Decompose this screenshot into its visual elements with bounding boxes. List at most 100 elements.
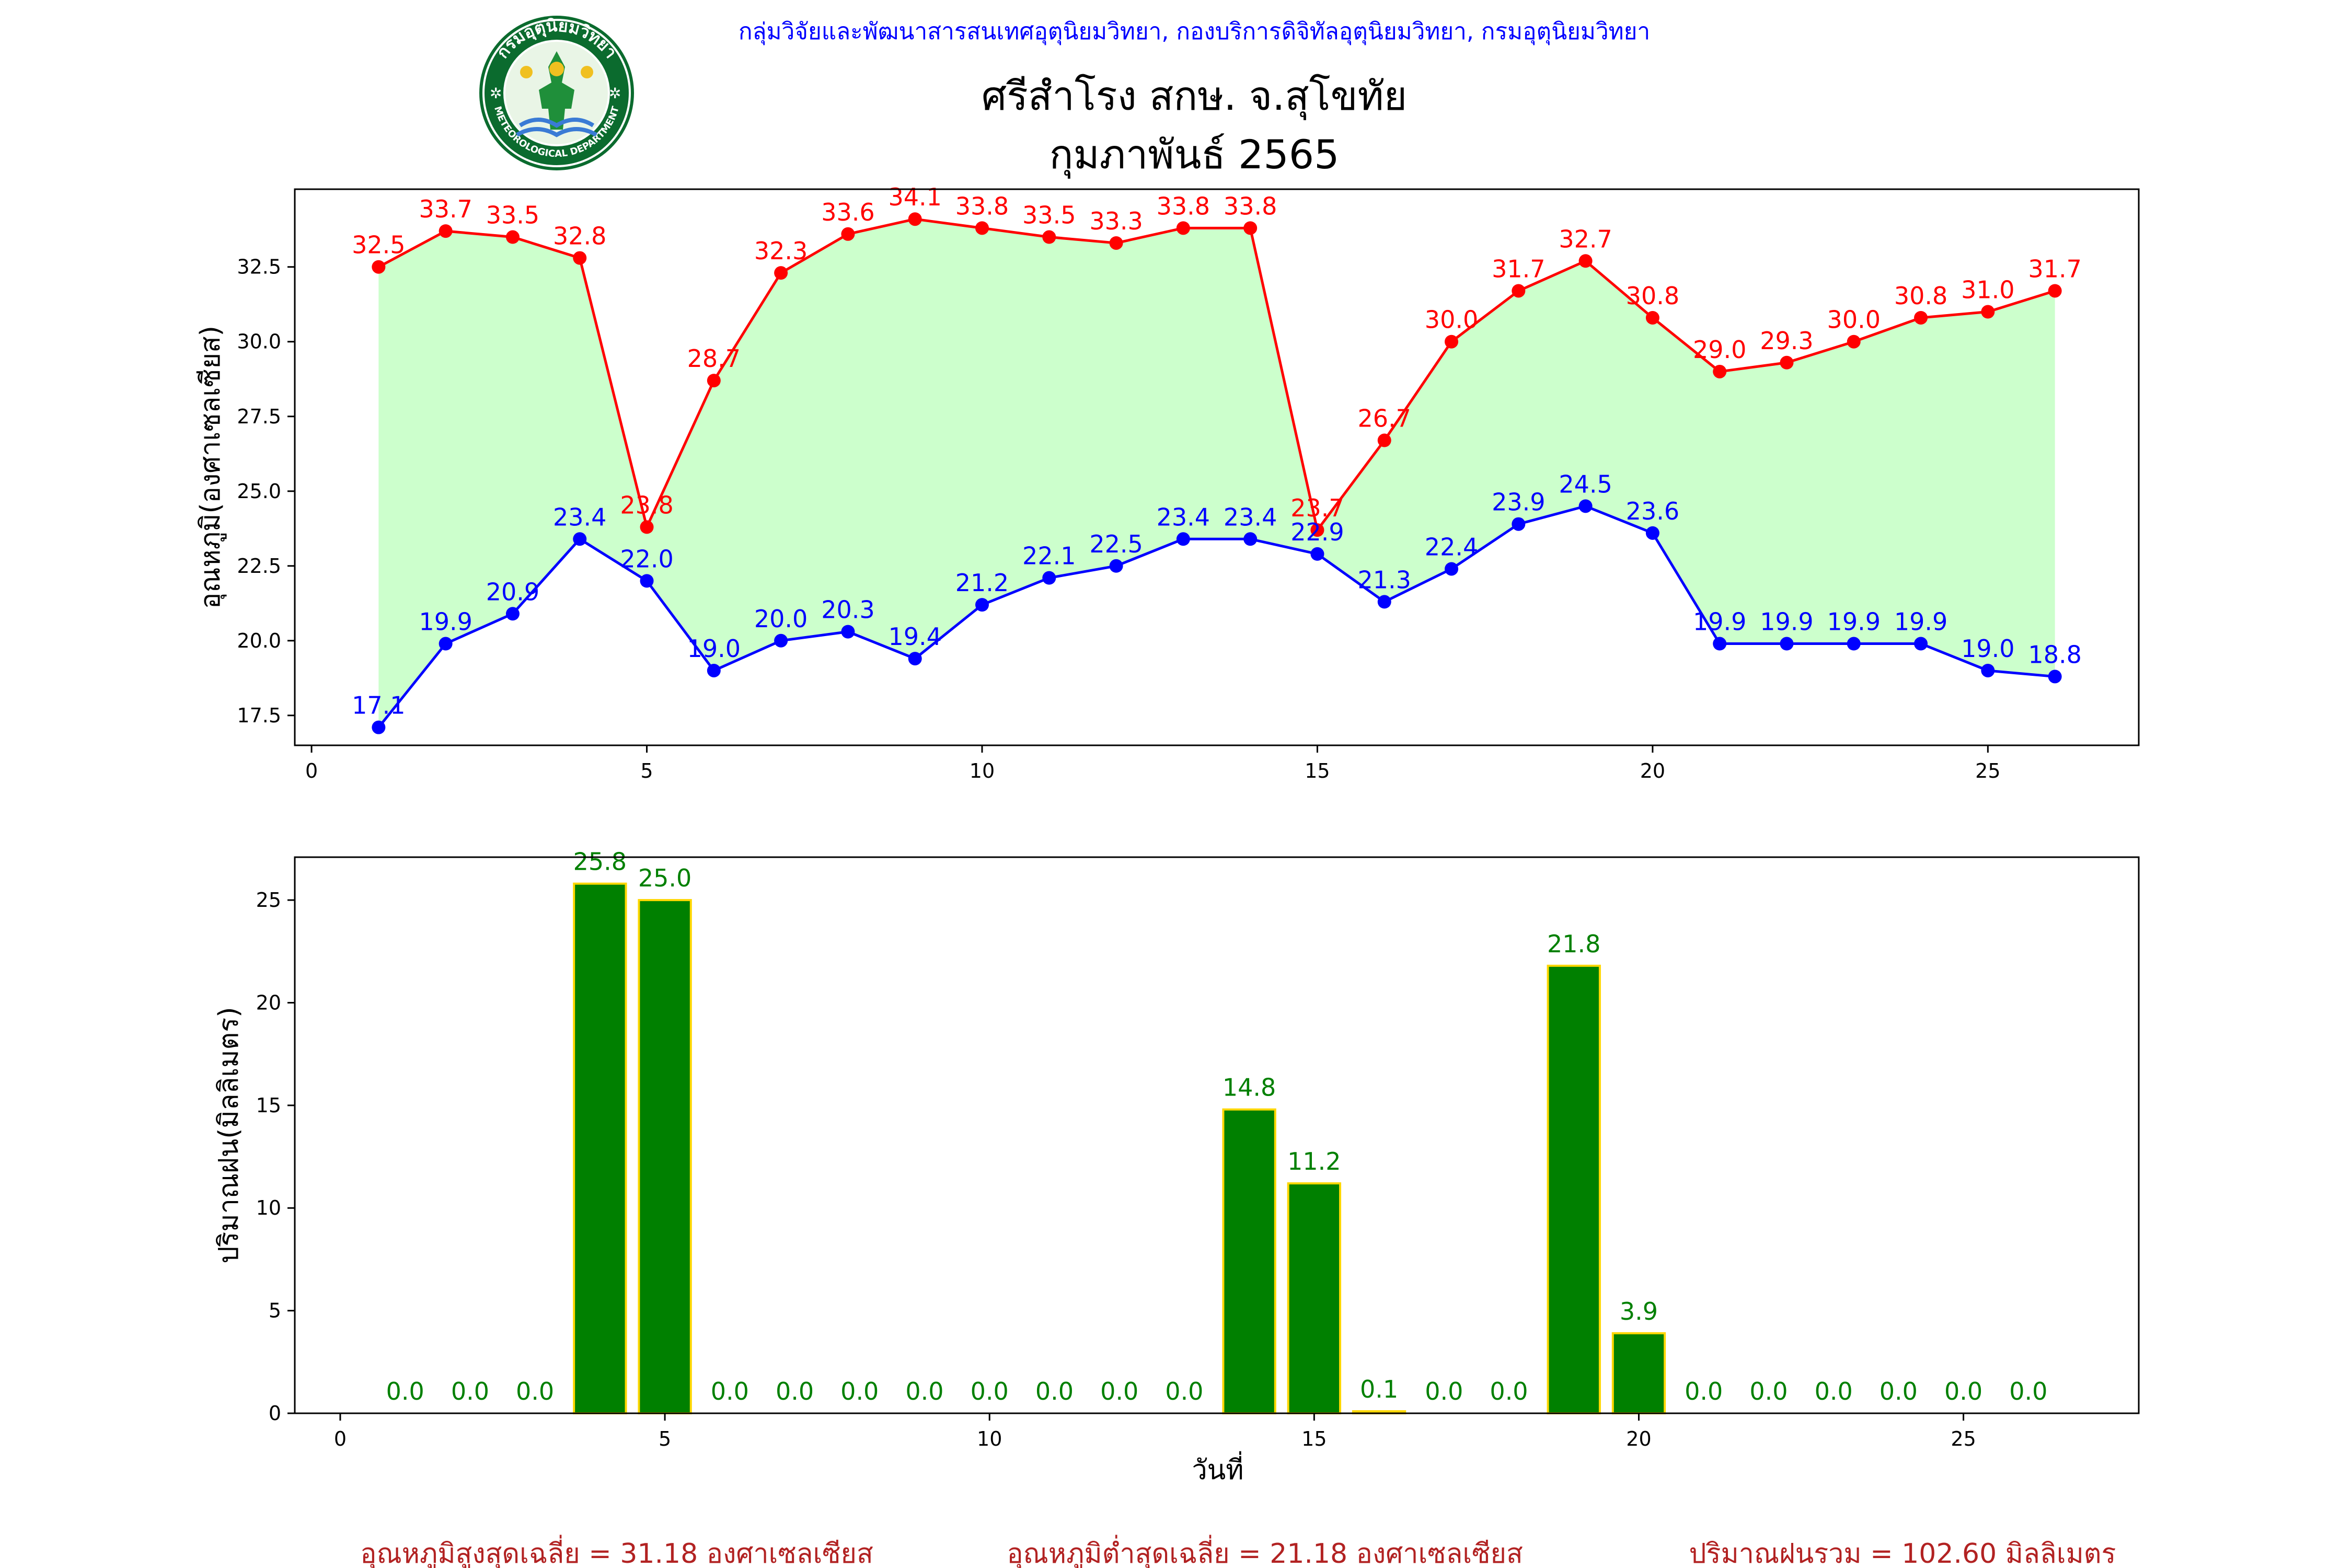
- rainfall-x-tick-label: 20: [1626, 1427, 1651, 1450]
- min-temp-label: 19.9: [1827, 608, 1881, 636]
- temperature-plot-frame: [294, 188, 2140, 746]
- max-temp-point: [1176, 221, 1190, 235]
- max-temp-point: [1109, 236, 1123, 250]
- min-temp-point: [841, 625, 855, 639]
- avg-min-summary: อุณหภูมิต่ำสุดเฉลี่ย = 21.18 องศาเซลเซีย…: [1007, 1535, 1523, 1568]
- rainfall-y-tick-label: 5: [269, 1299, 281, 1322]
- rainfall-bar-label: 0.0: [1815, 1377, 1853, 1405]
- min-temp-point: [573, 532, 587, 546]
- max-temp-label: 33.7: [419, 195, 472, 223]
- rainfall-chart: 0.0 0.0 0.0 25.8 25.0 0.0 0.0 0.0 0.0 0.0 0.0 0.0 0.…: [213, 848, 2140, 1486]
- max-temp-label: 32.8: [553, 222, 606, 250]
- rainfall-bar-label: 0.0: [1035, 1377, 1074, 1405]
- station-title: ศรีสำโรง สกษ. จ.สุโขทัย: [982, 73, 1407, 120]
- min-temp-point: [1042, 571, 1056, 585]
- rainfall-plot-frame: [294, 856, 2140, 1414]
- logo-star-right-icon: ✲: [609, 85, 621, 102]
- min-temp-point: [640, 574, 654, 588]
- min-temp-point: [1645, 526, 1659, 540]
- min-temp-label: 22.5: [1089, 530, 1143, 558]
- min-temp-label: 23.4: [1224, 503, 1277, 531]
- min-temp-label: 19.0: [687, 635, 741, 663]
- min-temp-point: [1713, 637, 1727, 651]
- rainfall-y-tick-label: 25: [256, 889, 281, 912]
- min-temp-point: [2048, 670, 2062, 684]
- max-temp-point: [372, 260, 386, 274]
- avg-max-summary: อุณหภูมิสูงสุดเฉลี่ย = 31.18 องศาเซลเซีย…: [360, 1535, 873, 1568]
- temperature-y-tick-label: 27.5: [237, 405, 281, 428]
- rainfall-bar-label: 0.0: [971, 1377, 1009, 1405]
- rainfall-bar-label: 0.0: [711, 1377, 749, 1405]
- max-temp-label: 34.1: [888, 183, 941, 211]
- rainfall-bar-label: 0.0: [1425, 1377, 1463, 1405]
- rainfall-bar: [1547, 964, 1601, 1414]
- max-temp-point: [439, 224, 453, 238]
- rainfall-bar-label: 0.0: [516, 1377, 554, 1405]
- rainfall-bar-label: 25.0: [638, 864, 691, 892]
- min-temp-label: 19.9: [419, 608, 472, 636]
- min-temp-point: [1243, 532, 1258, 546]
- rainfall-bar-label: 0.0: [776, 1377, 814, 1405]
- max-temp-point: [1780, 355, 1794, 370]
- rainfall-x-tick-label: 0: [334, 1427, 347, 1450]
- temperature-range-fill: [378, 219, 2055, 728]
- rainfall-bar-label: 14.8: [1223, 1074, 1276, 1102]
- max-temp-point: [774, 266, 788, 280]
- footer-summary: อุณหภูมิสูงสุดเฉลี่ย = 31.18 องศาเซลเซีย…: [360, 1535, 2116, 1568]
- min-temp-label: 24.5: [1559, 470, 1612, 498]
- temperature-y-tick-label: 22.5: [237, 555, 281, 578]
- max-temp-point: [841, 227, 855, 241]
- min-temp-label: 17.1: [352, 691, 405, 720]
- temperature-x-tick-label: 25: [1975, 759, 2000, 782]
- min-temp-point: [439, 637, 453, 651]
- min-temp-label: 19.9: [1894, 608, 1947, 636]
- rainfall-bar-label: 0.0: [840, 1377, 879, 1405]
- max-temp-label: 32.3: [754, 237, 808, 265]
- temperature-x-tick-label: 15: [1305, 759, 1330, 782]
- temperature-x-tick-label: 5: [640, 759, 653, 782]
- min-temp-point: [1176, 532, 1190, 546]
- rainfall-bar-label: 0.1: [1360, 1375, 1398, 1403]
- min-temp-label: 21.3: [1358, 566, 1411, 594]
- max-temp-line: [378, 217, 2056, 533]
- max-temp-label: 31.7: [1492, 255, 1545, 283]
- max-temp-label: 29.0: [1693, 336, 1746, 364]
- min-temp-label: 22.9: [1290, 518, 1344, 546]
- rainfall-bar-label: 0.0: [451, 1377, 489, 1405]
- max-temp-point: [1512, 284, 1526, 298]
- period-title: กุมภาพันธ์ 2565: [1050, 131, 1340, 179]
- min-temp-label: 20.0: [754, 605, 808, 633]
- max-temp-point: [573, 251, 587, 265]
- temperature-y-tick-label: 17.5: [237, 704, 281, 727]
- max-temp-point: [1914, 310, 1928, 325]
- rainfall-bar: [1287, 1182, 1342, 1414]
- temperature-chart: 32.5 33.7 33.5 32.8 23.8 28.7 32.3 33.6 34.1 33.8…: [195, 183, 2140, 782]
- max-temp-label: 30.8: [1626, 282, 1679, 310]
- rainfall-bar-label: 3.9: [1620, 1297, 1658, 1325]
- rainfall-bar-label: 0.0: [1685, 1377, 1723, 1405]
- max-temp-point: [1243, 221, 1258, 235]
- temperature-y-tick-label: 30.0: [237, 330, 281, 353]
- rainfall-y-label: ปริมาณฝน(มิลลิเมตร): [213, 1007, 245, 1263]
- min-temp-label: 20.3: [821, 596, 874, 624]
- rainfall-bar: [1222, 1108, 1276, 1414]
- min-temp-label: 23.4: [1157, 503, 1210, 531]
- max-temp-point: [640, 520, 654, 534]
- total-rain-summary: ปริมาณฝนรวม = 102.60 มิลลิเมตร: [1689, 1538, 2116, 1568]
- min-temp-label: 23.9: [1492, 488, 1545, 516]
- min-temp-point: [1780, 637, 1794, 651]
- min-temp-label: 23.6: [1626, 497, 1679, 525]
- rainfall-x-tick-label: 15: [1301, 1427, 1327, 1450]
- rainfall-y-tick-label: 20: [256, 991, 281, 1014]
- rainfall-y-tick-label: 0: [269, 1402, 281, 1425]
- min-temp-point: [908, 652, 922, 666]
- rainfall-bar: [1611, 1332, 1666, 1415]
- max-temp-label: 23.8: [620, 491, 673, 519]
- max-temp-label: 33.5: [1022, 201, 1076, 229]
- max-temp-point: [975, 221, 989, 235]
- rainfall-bar-label: 11.2: [1287, 1147, 1341, 1175]
- min-temp-point: [1109, 559, 1123, 573]
- max-temp-label: 33.5: [486, 201, 539, 229]
- max-temp-label: 26.7: [1358, 405, 1411, 433]
